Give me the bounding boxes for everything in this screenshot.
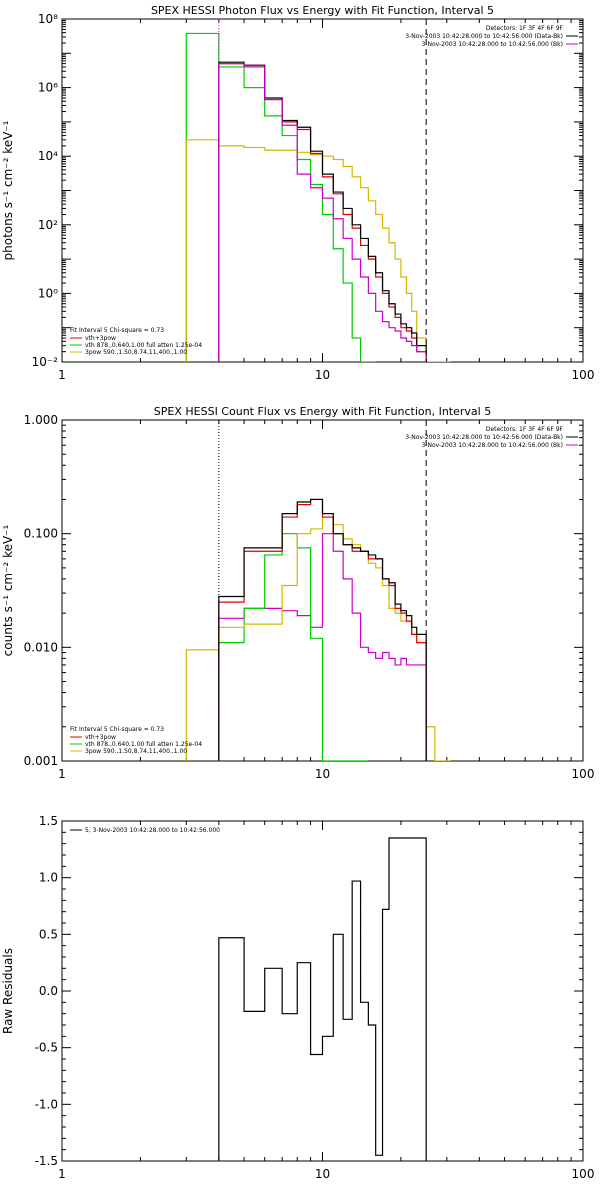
legend-entry: 3-Nov-2003 10:42:28.000 to 10:42:56.000 …	[421, 442, 563, 449]
legend-top: Detectors: 1F 3F 4F 6F 9F3-Nov-2003 10:4…	[405, 25, 578, 48]
y-tick-label: 10⁻²	[32, 355, 59, 369]
legend-entry: 3-Nov-2003 10:42:28.000 to 10:42:56.000 …	[405, 33, 563, 40]
legend-entry: vth+3pow	[85, 335, 116, 342]
y-tick-label: 10⁴	[38, 149, 58, 163]
y-tick-label: 1.000	[24, 413, 58, 427]
x-tick-label: 10	[315, 368, 330, 382]
series-line-1	[218, 533, 427, 761]
y-axis-ticks	[62, 820, 583, 1162]
plot-frame	[61, 820, 584, 1162]
series-line-1	[218, 837, 427, 1161]
legend-entry: Detectors: 1F 3F 4F 6F 9F	[486, 25, 564, 32]
y-tick-label: 10⁰	[38, 286, 58, 300]
legend-fit-header: Fit Interval 5 Chi-square = 0.73	[70, 327, 164, 334]
legend-entry: vth+3pow	[85, 734, 116, 741]
legend-entry: 5, 3-Nov-2003 10:42:28.000 to 10:42:56.0…	[85, 827, 220, 834]
x-axis-ticks	[61, 821, 572, 1161]
chart-title: SPEX HESSI Photon Flux vs Energy with Fi…	[151, 4, 494, 17]
y-axis-ticks	[62, 424, 583, 762]
series-group	[218, 837, 427, 1161]
y-tick-label: 10⁶	[38, 81, 58, 95]
legend-entry: 3-Nov-2003 10:42:28.000 to 10:42:56.000 …	[421, 41, 563, 48]
y-axis-label: Raw Residuals	[1, 948, 15, 1034]
panel-3: Raw Residuals 1 10 100 -1.5 -1.0 -0.5 0.0 0.5 1.0…	[1, 814, 594, 1181]
x-tick-label: 1	[58, 368, 66, 382]
y-axis-ticks	[62, 20, 583, 363]
legend-fit-header: Fit Interval 5 Chi-square = 0.73	[70, 726, 164, 733]
chart-title: SPEX HESSI Count Flux vs Energy with Fit…	[154, 405, 491, 418]
panel-1: SPEX HESSI Photon Flux vs Energy with Fi…	[1, 4, 594, 382]
y-tick-label: 0.001	[24, 754, 58, 768]
x-tick-label: 100	[572, 767, 595, 781]
y-tick-label: -1.0	[35, 1097, 58, 1111]
y-axis-label: counts s⁻¹ cm⁻² keV⁻¹	[1, 524, 15, 656]
legend-top: 5, 3-Nov-2003 10:42:28.000 to 10:42:56.0…	[70, 827, 220, 834]
series-line-3	[185, 516, 451, 761]
x-tick-label: 1	[58, 1167, 66, 1181]
series-line-2	[218, 533, 369, 761]
series-line-2	[185, 139, 451, 362]
series-line-5	[218, 498, 427, 761]
series-group	[185, 498, 451, 761]
x-tick-label: 10	[315, 767, 330, 781]
legend-entry: 3-Nov-2003 10:42:28.000 to 10:42:56.000 …	[405, 434, 563, 441]
y-tick-label: 0.010	[24, 640, 58, 654]
y-tick-label: 0.5	[39, 927, 58, 941]
x-tick-label: 10	[315, 1167, 330, 1181]
y-tick-label: 1.5	[39, 814, 58, 828]
y-tick-label: 0.100	[24, 527, 58, 541]
x-axis-ticks	[61, 19, 572, 362]
x-axis-ticks	[61, 420, 572, 761]
x-tick-label: 1	[58, 767, 66, 781]
legend-entry: 3pow 590.,1.50,8.74,11,400.,1.00	[85, 349, 187, 356]
panel-2: SPEX HESSI Count Flux vs Energy with Fit…	[1, 405, 594, 781]
legend-fit: Fit Interval 5 Chi-square = 0.73vth+3pow…	[70, 726, 202, 755]
legend-entry: 3pow 590.,1.50,8.74,11,400.,1.00	[85, 748, 187, 755]
y-tick-label: 10⁸	[38, 12, 58, 26]
x-tick-label: 100	[572, 1167, 595, 1181]
legend-fit: Fit Interval 5 Chi-square = 0.73vth+3pow…	[70, 327, 202, 356]
y-tick-label: 0.0	[39, 984, 58, 998]
legend-entry: vth 878.,0.640,1.00 full atten 1.25e-04	[85, 342, 202, 349]
y-tick-label: 1.0	[39, 871, 58, 885]
series-group	[185, 32, 451, 362]
x-tick-label: 100	[572, 368, 595, 382]
y-tick-label: -1.5	[35, 1154, 58, 1168]
legend-entry: Detectors: 1F 3F 4F 6F 9F	[486, 426, 564, 433]
legend-entry: vth 878.,0.640,1.00 full atten 1.25e-04	[85, 741, 202, 748]
y-tick-label: 10²	[38, 218, 58, 232]
y-axis-label: photons s⁻¹ cm⁻² keV⁻¹	[1, 120, 15, 260]
legend-top: Detectors: 1F 3F 4F 6F 9F3-Nov-2003 10:4…	[405, 426, 578, 449]
series-line-1	[185, 32, 376, 362]
series-line-5	[218, 63, 427, 362]
y-tick-label: -0.5	[35, 1041, 58, 1055]
